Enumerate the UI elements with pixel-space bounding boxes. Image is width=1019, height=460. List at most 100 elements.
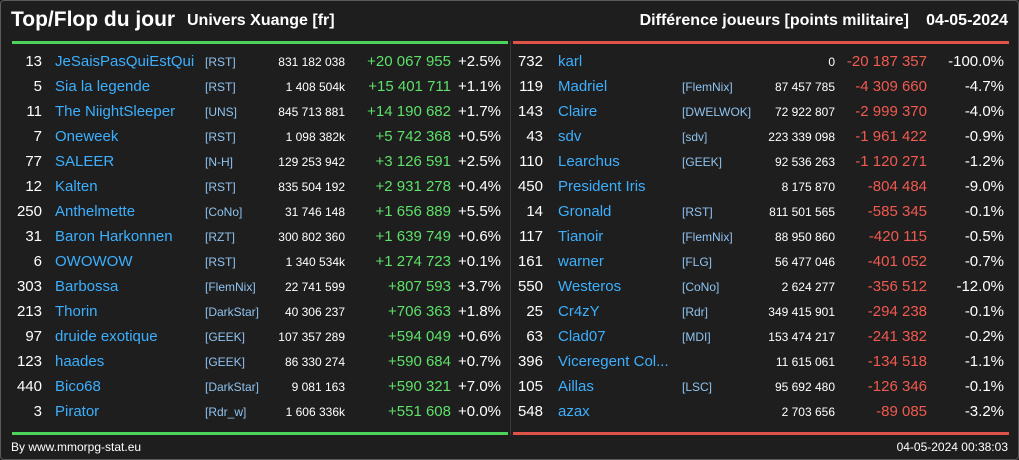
player-name-link[interactable]: haades: [55, 353, 105, 370]
points-difference: +20 067 955: [367, 53, 451, 70]
player-rank: 110: [519, 153, 543, 170]
military-points: 349 415 901: [768, 305, 835, 319]
player-rank: 43: [526, 128, 543, 145]
percent-change: -0.1%: [964, 203, 1004, 220]
percent-change: -12.0%: [956, 278, 1004, 295]
player-name-link[interactable]: karl: [558, 53, 583, 70]
player-name-link[interactable]: Cr4zY: [558, 303, 600, 320]
player-rank: 396: [517, 353, 543, 370]
player-rank: 250: [16, 203, 42, 220]
alliance-tag: [RST]: [205, 130, 236, 144]
percent-change: +0.5%: [458, 128, 501, 145]
player-name-link[interactable]: Claire: [558, 103, 598, 120]
percent-change: +0.4%: [458, 178, 501, 195]
military-points: 835 504 192: [278, 180, 345, 194]
alliance-tag: [DarkStar]: [205, 305, 260, 319]
military-points: 56 477 046: [774, 255, 835, 269]
player-name-link[interactable]: JeSaisPasQuiEstQui: [55, 53, 195, 70]
player-name-link[interactable]: warner: [558, 253, 604, 270]
player-name-link[interactable]: Sia la legende: [55, 78, 151, 95]
player-name-link[interactable]: Barbossa: [55, 278, 119, 295]
percent-change: +0.6%: [458, 328, 501, 345]
player-rank: 5: [33, 78, 42, 95]
percent-change: +3.7%: [458, 278, 501, 295]
player-rank: 7: [33, 128, 42, 145]
points-difference: -126 346: [867, 378, 927, 395]
gainer-row: 303 Barbossa [FlemNix] 22 741 599 +807 593 +3…: [12, 274, 508, 299]
player-name-link[interactable]: SALEER: [55, 153, 115, 170]
percent-change: +0.0%: [458, 403, 501, 420]
gainer-row: 250 Anthelmette [CoNo] 31 746 148 +1 656 889…: [12, 199, 508, 224]
gainer-row: 440 Bico68 [DarkStar] 9 081 163 +590 321 +7.0…: [12, 374, 508, 399]
player-rank: 11: [26, 103, 42, 120]
percent-change: +2.5%: [458, 153, 501, 170]
player-name-link[interactable]: Gronald: [558, 203, 612, 220]
points-difference: -420 115: [868, 228, 927, 245]
alliance-tag: [DarkStar]: [205, 380, 260, 394]
player-rank: 97: [25, 328, 42, 345]
player-rank: 213: [16, 303, 42, 320]
percent-change: +0.6%: [458, 228, 501, 245]
points-difference: +2 931 278: [375, 178, 452, 195]
military-points: 153 474 217: [768, 330, 835, 344]
military-points: 8 175 870: [781, 180, 835, 194]
ranking-subtitle: Différence joueurs [points militaire]: [639, 12, 909, 29]
percent-change: -0.2%: [964, 328, 1004, 345]
alliance-tag: [N-H]: [205, 155, 233, 169]
player-name-link[interactable]: Pirator: [55, 403, 100, 420]
percent-change: -0.5%: [964, 228, 1004, 245]
alliance-tag: [FlemNix]: [682, 80, 733, 94]
points-difference: +1 639 749: [375, 228, 452, 245]
player-name-link[interactable]: azax: [558, 403, 590, 420]
percent-change: -4.0%: [964, 103, 1004, 120]
player-name-link[interactable]: Learchus: [558, 153, 620, 170]
points-difference: -401 052: [867, 253, 927, 270]
player-name-link[interactable]: Bico68: [55, 378, 101, 395]
points-difference: +15 401 711: [368, 78, 451, 95]
player-name-link[interactable]: Kalten: [55, 178, 98, 195]
player-name-link[interactable]: Madriel: [558, 78, 608, 95]
player-name-link[interactable]: Tianoir: [558, 228, 604, 245]
player-name-link[interactable]: Viceregent Col...: [558, 353, 669, 370]
percent-change: -0.9%: [964, 128, 1004, 145]
military-points: 1 606 336k: [285, 405, 345, 419]
player-name-link[interactable]: Westeros: [558, 278, 622, 295]
gainer-row: 3 Pirator [Rdr_w] 1 606 336k +551 608 +0.0%: [12, 399, 508, 424]
player-name-link[interactable]: druide exotique: [55, 328, 158, 345]
points-difference: +594 049: [388, 328, 451, 345]
player-name-link[interactable]: Baron Harkonnen: [55, 228, 173, 245]
player-name-link[interactable]: President Iris: [558, 178, 646, 195]
points-difference: +807 593: [388, 278, 451, 295]
loser-row: 110 Learchus [GEEK] 92 536 263 -1 120 271 -1.…: [513, 149, 1009, 174]
alliance-tag: [GEEK]: [205, 330, 246, 344]
player-rank: 3: [33, 403, 42, 420]
loser-row: 14 Gronald [RST] 811 501 565 -585 345 -0.1%: [513, 199, 1009, 224]
player-rank: 105: [517, 378, 543, 395]
alliance-tag: [RST]: [205, 80, 236, 94]
points-difference: -1 120 271: [855, 153, 927, 170]
gainer-row: 77 SALEER [N-H] 129 253 942 +3 126 591 +2.5%: [12, 149, 508, 174]
alliance-tag: [RST]: [205, 55, 236, 69]
player-name-link[interactable]: Aillas: [558, 378, 594, 395]
gainer-row: 6 OWOWOW [RST] 1 340 534k +1 274 723 +0.1%: [12, 249, 508, 274]
military-points: 1 340 534k: [285, 255, 345, 269]
points-difference: -2 999 370: [855, 103, 927, 120]
player-name-link[interactable]: Thorin: [55, 303, 98, 320]
player-name-link[interactable]: The NiightSleeper: [55, 103, 176, 120]
player-name-link[interactable]: Clad07: [558, 328, 606, 345]
alliance-tag: [RST]: [205, 180, 236, 194]
alliance-tag: [Rdr]: [682, 305, 709, 319]
percent-change: +0.7%: [458, 353, 501, 370]
player-name-link[interactable]: Anthelmette: [55, 203, 136, 220]
points-difference: +5 742 368: [375, 128, 452, 145]
player-name-link[interactable]: sdv: [558, 128, 582, 145]
percent-change: -1.2%: [964, 153, 1004, 170]
player-name-link[interactable]: Oneweek: [55, 128, 119, 145]
loser-row: 43 sdv [sdv] 223 339 098 -1 961 422 -0.9%: [513, 124, 1009, 149]
player-name-link[interactable]: OWOWOW: [55, 253, 133, 270]
military-points: 129 253 942: [278, 155, 345, 169]
points-difference: -585 345: [867, 203, 927, 220]
percent-change: -0.7%: [964, 253, 1004, 270]
percent-change: -3.2%: [964, 403, 1004, 420]
